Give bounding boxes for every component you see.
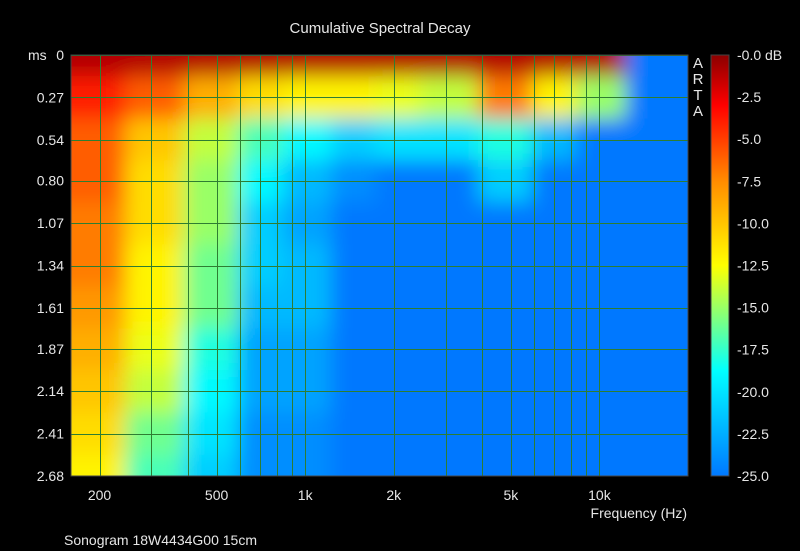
grid-lines: [71, 55, 688, 476]
watermark-letter: A: [693, 103, 703, 120]
colorbar-ticks: -0.0 dB -2.5 -5.0 -7.5 -10.0 -12.5 -15.0 -17.5 -…: [737, 47, 782, 484]
decay-cell: [282, 55, 333, 78]
decay-cell: [625, 55, 688, 78]
decay-cell: [331, 454, 377, 476]
x-axis-label: Frequency (Hz): [591, 505, 687, 521]
y-axis-ticks: 0 0.27 0.54 0.80 1.07 1.34 1.61 1.87 2.14 2.41 2.6…: [28, 47, 64, 484]
colorbar-tick-label: -15.0: [737, 300, 769, 316]
decay-cell: [125, 118, 185, 162]
colorbar-tick-label: -5.0: [737, 131, 761, 147]
x-tick-label: 1k: [298, 487, 314, 503]
decay-cell: [419, 118, 480, 162]
decay-cell: [576, 118, 627, 162]
watermark-letter: R: [693, 71, 704, 88]
decay-cell: [125, 55, 185, 78]
colorbar-tick-label: -2.5: [737, 89, 761, 105]
y-tick-label: 1.07: [37, 215, 64, 231]
colorbar-tick-label: -0.0 dB: [737, 47, 782, 63]
decay-cell: [375, 454, 421, 476]
decay-cell: [625, 118, 688, 162]
decay-cell: [478, 454, 534, 476]
colorbar-tick-label: -22.5: [737, 426, 769, 442]
decay-cell: [71, 454, 127, 476]
chart-title: Cumulative Spectral Decay: [290, 20, 471, 37]
colorbar-tick-label: -17.5: [737, 342, 769, 358]
decay-cell: [576, 454, 627, 476]
x-tick-label: 2k: [386, 487, 402, 503]
decay-cell: [478, 118, 534, 162]
y-tick-label: 0.80: [37, 173, 64, 189]
decay-cell: [331, 55, 377, 78]
decay-cell: [71, 118, 127, 162]
decay-cell: [375, 118, 421, 162]
y-tick-label: 2.14: [37, 383, 64, 399]
decay-cell: [282, 118, 333, 162]
decay-cell: [331, 118, 377, 162]
decay-cell: [419, 55, 480, 78]
colorbar: [710, 54, 730, 477]
y-tick-label: 0.54: [37, 132, 64, 148]
decay-cell: [419, 454, 480, 476]
plot-area: [71, 55, 688, 476]
plot-frame: [70, 54, 689, 477]
y-tick-label: 1.87: [37, 341, 64, 357]
colorbar-tick-label: -12.5: [737, 258, 769, 274]
footer-caption: Sonogram 18W4434G00 15cm: [64, 532, 257, 548]
watermark-letter: T: [693, 87, 702, 104]
decay-cell: [183, 55, 240, 78]
decay-cell: [478, 55, 534, 78]
y-tick-label: 0: [56, 47, 64, 63]
x-tick-label: 5k: [503, 487, 519, 503]
decay-cell: [576, 55, 627, 78]
colorbar-tick-label: -10.0: [737, 215, 769, 231]
x-tick-label: 500: [205, 487, 229, 503]
decay-cell: [183, 454, 240, 476]
y-tick-label: 2.41: [37, 426, 64, 442]
colorbar-tick-label: -20.0: [737, 384, 769, 400]
x-tick-label: 10k: [588, 487, 612, 503]
x-tick-label: 200: [88, 487, 112, 503]
decay-cell: [71, 55, 127, 78]
colorbar-tick-label: -7.5: [737, 173, 761, 189]
y-tick-label: 0.27: [37, 89, 64, 105]
y-tick-label: 1.34: [37, 258, 64, 274]
decay-cell: [282, 454, 333, 476]
decay-cell: [375, 55, 421, 78]
decay-cell: [125, 454, 185, 476]
watermark-letter: A: [693, 55, 703, 72]
y-tick-label: 1.61: [37, 300, 64, 316]
x-axis-ticks: 200 500 1k 2k 5k 10k: [88, 487, 612, 503]
decay-cell: [183, 118, 240, 162]
decay-cell: [625, 454, 688, 476]
y-tick-label: 2.68: [37, 468, 64, 484]
y-axis-unit: ms: [28, 47, 47, 63]
colorbar-tick-label: -25.0: [737, 468, 769, 484]
